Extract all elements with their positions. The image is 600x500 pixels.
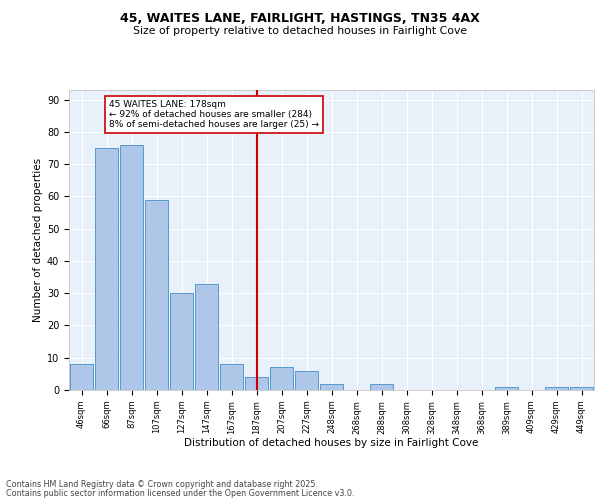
- Bar: [569, 387, 593, 390]
- Bar: [545, 387, 568, 390]
- Bar: [145, 200, 169, 390]
- Bar: [320, 384, 343, 390]
- Bar: [170, 293, 193, 390]
- Bar: [70, 364, 94, 390]
- Bar: [119, 145, 143, 390]
- Text: Size of property relative to detached houses in Fairlight Cove: Size of property relative to detached ho…: [133, 26, 467, 36]
- X-axis label: Distribution of detached houses by size in Fairlight Cove: Distribution of detached houses by size …: [184, 438, 479, 448]
- Bar: [95, 148, 118, 390]
- Bar: [220, 364, 244, 390]
- Text: Contains HM Land Registry data © Crown copyright and database right 2025.: Contains HM Land Registry data © Crown c…: [6, 480, 318, 489]
- Y-axis label: Number of detached properties: Number of detached properties: [33, 158, 43, 322]
- Text: 45, WAITES LANE, FAIRLIGHT, HASTINGS, TN35 4AX: 45, WAITES LANE, FAIRLIGHT, HASTINGS, TN…: [120, 12, 480, 26]
- Bar: [295, 370, 319, 390]
- Bar: [494, 387, 518, 390]
- Text: Contains public sector information licensed under the Open Government Licence v3: Contains public sector information licen…: [6, 488, 355, 498]
- Bar: [194, 284, 218, 390]
- Text: 45 WAITES LANE: 178sqm
← 92% of detached houses are smaller (284)
8% of semi-det: 45 WAITES LANE: 178sqm ← 92% of detached…: [109, 100, 319, 130]
- Bar: [269, 368, 293, 390]
- Bar: [245, 377, 268, 390]
- Bar: [370, 384, 394, 390]
